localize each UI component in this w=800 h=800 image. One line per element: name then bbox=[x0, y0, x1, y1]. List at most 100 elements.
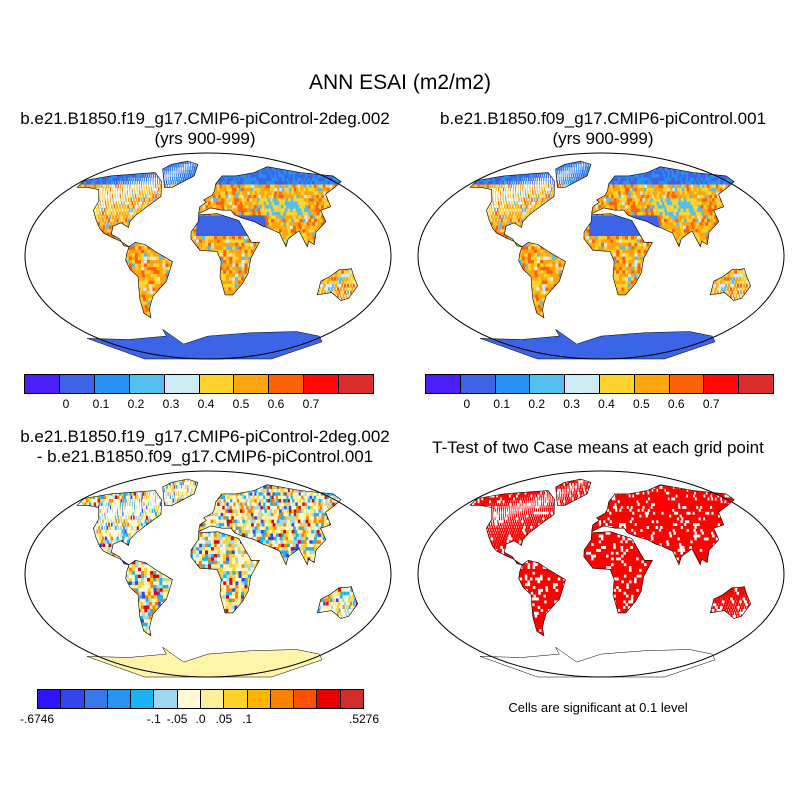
coastline bbox=[190, 531, 260, 614]
map-panel-4 bbox=[417, 470, 785, 678]
colorbar-tick-label: .1 bbox=[242, 712, 252, 726]
colorbar-swatch bbox=[61, 690, 85, 708]
coastline bbox=[162, 478, 199, 506]
colorbar-swatch bbox=[426, 375, 461, 393]
panel-4-title: T-Test of two Case means at each grid po… bbox=[408, 438, 788, 458]
colorbar-swatch bbox=[38, 690, 62, 708]
colorbar-swatch bbox=[59, 375, 95, 393]
coastline bbox=[583, 531, 653, 614]
coastline bbox=[518, 241, 566, 319]
panel-2-title: b.e21.B1850.f09_g17.CMIP6-piControl.001 … bbox=[398, 109, 800, 149]
coastline bbox=[583, 213, 653, 296]
colorbar-main-1-ticks: 0 0.1 0.2 0.3 0.4 0.5 0.6 0.7 bbox=[24, 397, 374, 413]
colorbar-swatch bbox=[247, 690, 271, 708]
panel-1-title-line1: b.e21.B1850.f19_g17.CMIP6-piControl-2deg… bbox=[0, 109, 410, 129]
colorbar-tick-label: 0.7 bbox=[703, 397, 720, 411]
colorbar-swatch bbox=[94, 375, 130, 393]
colorbar-main-1 bbox=[24, 374, 374, 394]
panel-3-title: b.e21.B1850.f19_g17.CMIP6-piControl-2deg… bbox=[0, 427, 410, 467]
colorbar-tick-label: 0.7 bbox=[303, 397, 320, 411]
figure-title: ANN ESAI (m2/m2) bbox=[0, 71, 800, 95]
colorbar-tick-label: .05 bbox=[216, 712, 233, 726]
coastline bbox=[316, 586, 359, 619]
coastline bbox=[198, 166, 342, 248]
antarctica bbox=[480, 646, 716, 678]
colorbar-main-2-ticks: 0 0.1 0.2 0.3 0.4 0.5 0.6 0.7 bbox=[425, 397, 774, 413]
colorbar-swatch bbox=[339, 375, 374, 393]
antarctica bbox=[480, 328, 716, 360]
colorbar-tick-label: 0.6 bbox=[268, 397, 285, 411]
coastline bbox=[591, 484, 735, 566]
colorbar-swatch bbox=[304, 375, 340, 393]
antarctica bbox=[87, 328, 323, 360]
colorbar-tick-label: 0.5 bbox=[233, 397, 250, 411]
colorbar-swatch bbox=[739, 375, 773, 393]
colorbar-swatch bbox=[131, 690, 155, 708]
coastline bbox=[469, 490, 555, 566]
colorbar-swatch bbox=[270, 690, 295, 708]
panel-3-title-line1: b.e21.B1850.f19_g17.CMIP6-piControl-2deg… bbox=[0, 427, 410, 447]
colorbar-tick-label: 0.6 bbox=[668, 397, 685, 411]
map-panel-3 bbox=[24, 470, 392, 678]
colorbar-swatch bbox=[107, 690, 132, 708]
map-border bbox=[417, 470, 785, 678]
panel-2-title-line2: (yrs 900-999) bbox=[398, 129, 800, 149]
coastline bbox=[125, 241, 173, 319]
colorbar-swatch bbox=[269, 375, 305, 393]
colorbar-swatch bbox=[599, 375, 635, 393]
colorbar-tick-label: .0 bbox=[195, 712, 205, 726]
colorbar-tick-label: 0.3 bbox=[563, 397, 580, 411]
colorbar-tick-label: 0 bbox=[63, 397, 70, 411]
colorbar-swatch bbox=[129, 375, 165, 393]
coastline bbox=[162, 160, 199, 188]
colorbar-swatch bbox=[84, 690, 108, 708]
colorbar-swatch bbox=[340, 690, 363, 708]
panel-3-title-line2: - b.e21.B1850.f09_g17.CMIP6-piControl.00… bbox=[0, 447, 410, 467]
colorbar-main-2 bbox=[425, 374, 774, 394]
panel-1-title: b.e21.B1850.f19_g17.CMIP6-piControl-2deg… bbox=[0, 109, 410, 149]
coastline bbox=[76, 490, 162, 566]
coastline bbox=[518, 559, 566, 637]
colorbar-tick-label: 0 bbox=[464, 397, 471, 411]
coastline bbox=[76, 172, 162, 248]
colorbar-tick-label: 0.1 bbox=[93, 397, 110, 411]
colorbar-tick-label: .5276 bbox=[349, 712, 379, 726]
map-border bbox=[24, 152, 392, 360]
colorbar-swatch bbox=[200, 690, 225, 708]
coastline bbox=[316, 268, 359, 301]
colorbar-swatch bbox=[234, 375, 270, 393]
colorbar-tick-label: -.6746 bbox=[20, 712, 54, 726]
coastline bbox=[709, 268, 752, 301]
coastline bbox=[190, 213, 260, 296]
panel-1-title-line2: (yrs 900-999) bbox=[0, 129, 410, 149]
colorbar-swatch bbox=[565, 375, 600, 393]
map-border bbox=[417, 152, 785, 360]
colorbar-swatch bbox=[704, 375, 740, 393]
colorbar-swatch bbox=[177, 690, 201, 708]
colorbar-tick-label: 0.5 bbox=[633, 397, 650, 411]
colorbar-tick-label: 0.1 bbox=[493, 397, 510, 411]
colorbar-swatch bbox=[669, 375, 705, 393]
colorbar-tick-label: -.05 bbox=[167, 712, 188, 726]
colorbar-swatch bbox=[154, 690, 178, 708]
colorbar-swatch bbox=[460, 375, 496, 393]
map-border bbox=[24, 470, 392, 678]
colorbar-swatch bbox=[530, 375, 566, 393]
colorbar-diff bbox=[37, 689, 364, 709]
coastline bbox=[709, 586, 752, 619]
colorbar-swatch bbox=[25, 375, 60, 393]
colorbar-diff-ticks: -.6746 -.1 -.05 .0 .05 .1 .5276 bbox=[20, 712, 379, 728]
map-panel-2 bbox=[417, 152, 785, 360]
colorbar-swatch bbox=[634, 375, 670, 393]
colorbar-tick-label: 0.2 bbox=[528, 397, 545, 411]
antarctica bbox=[87, 646, 323, 678]
significance-note: Cells are significant at 0.1 level bbox=[408, 700, 788, 715]
colorbar-tick-label: 0.4 bbox=[598, 397, 615, 411]
coastline bbox=[591, 166, 735, 248]
colorbar-swatch bbox=[199, 375, 235, 393]
map-panel-1 bbox=[24, 152, 392, 360]
colorbar-swatch bbox=[495, 375, 531, 393]
colorbar-swatch bbox=[224, 690, 248, 708]
colorbar-tick-label: 0.4 bbox=[198, 397, 215, 411]
coastline bbox=[555, 478, 592, 506]
